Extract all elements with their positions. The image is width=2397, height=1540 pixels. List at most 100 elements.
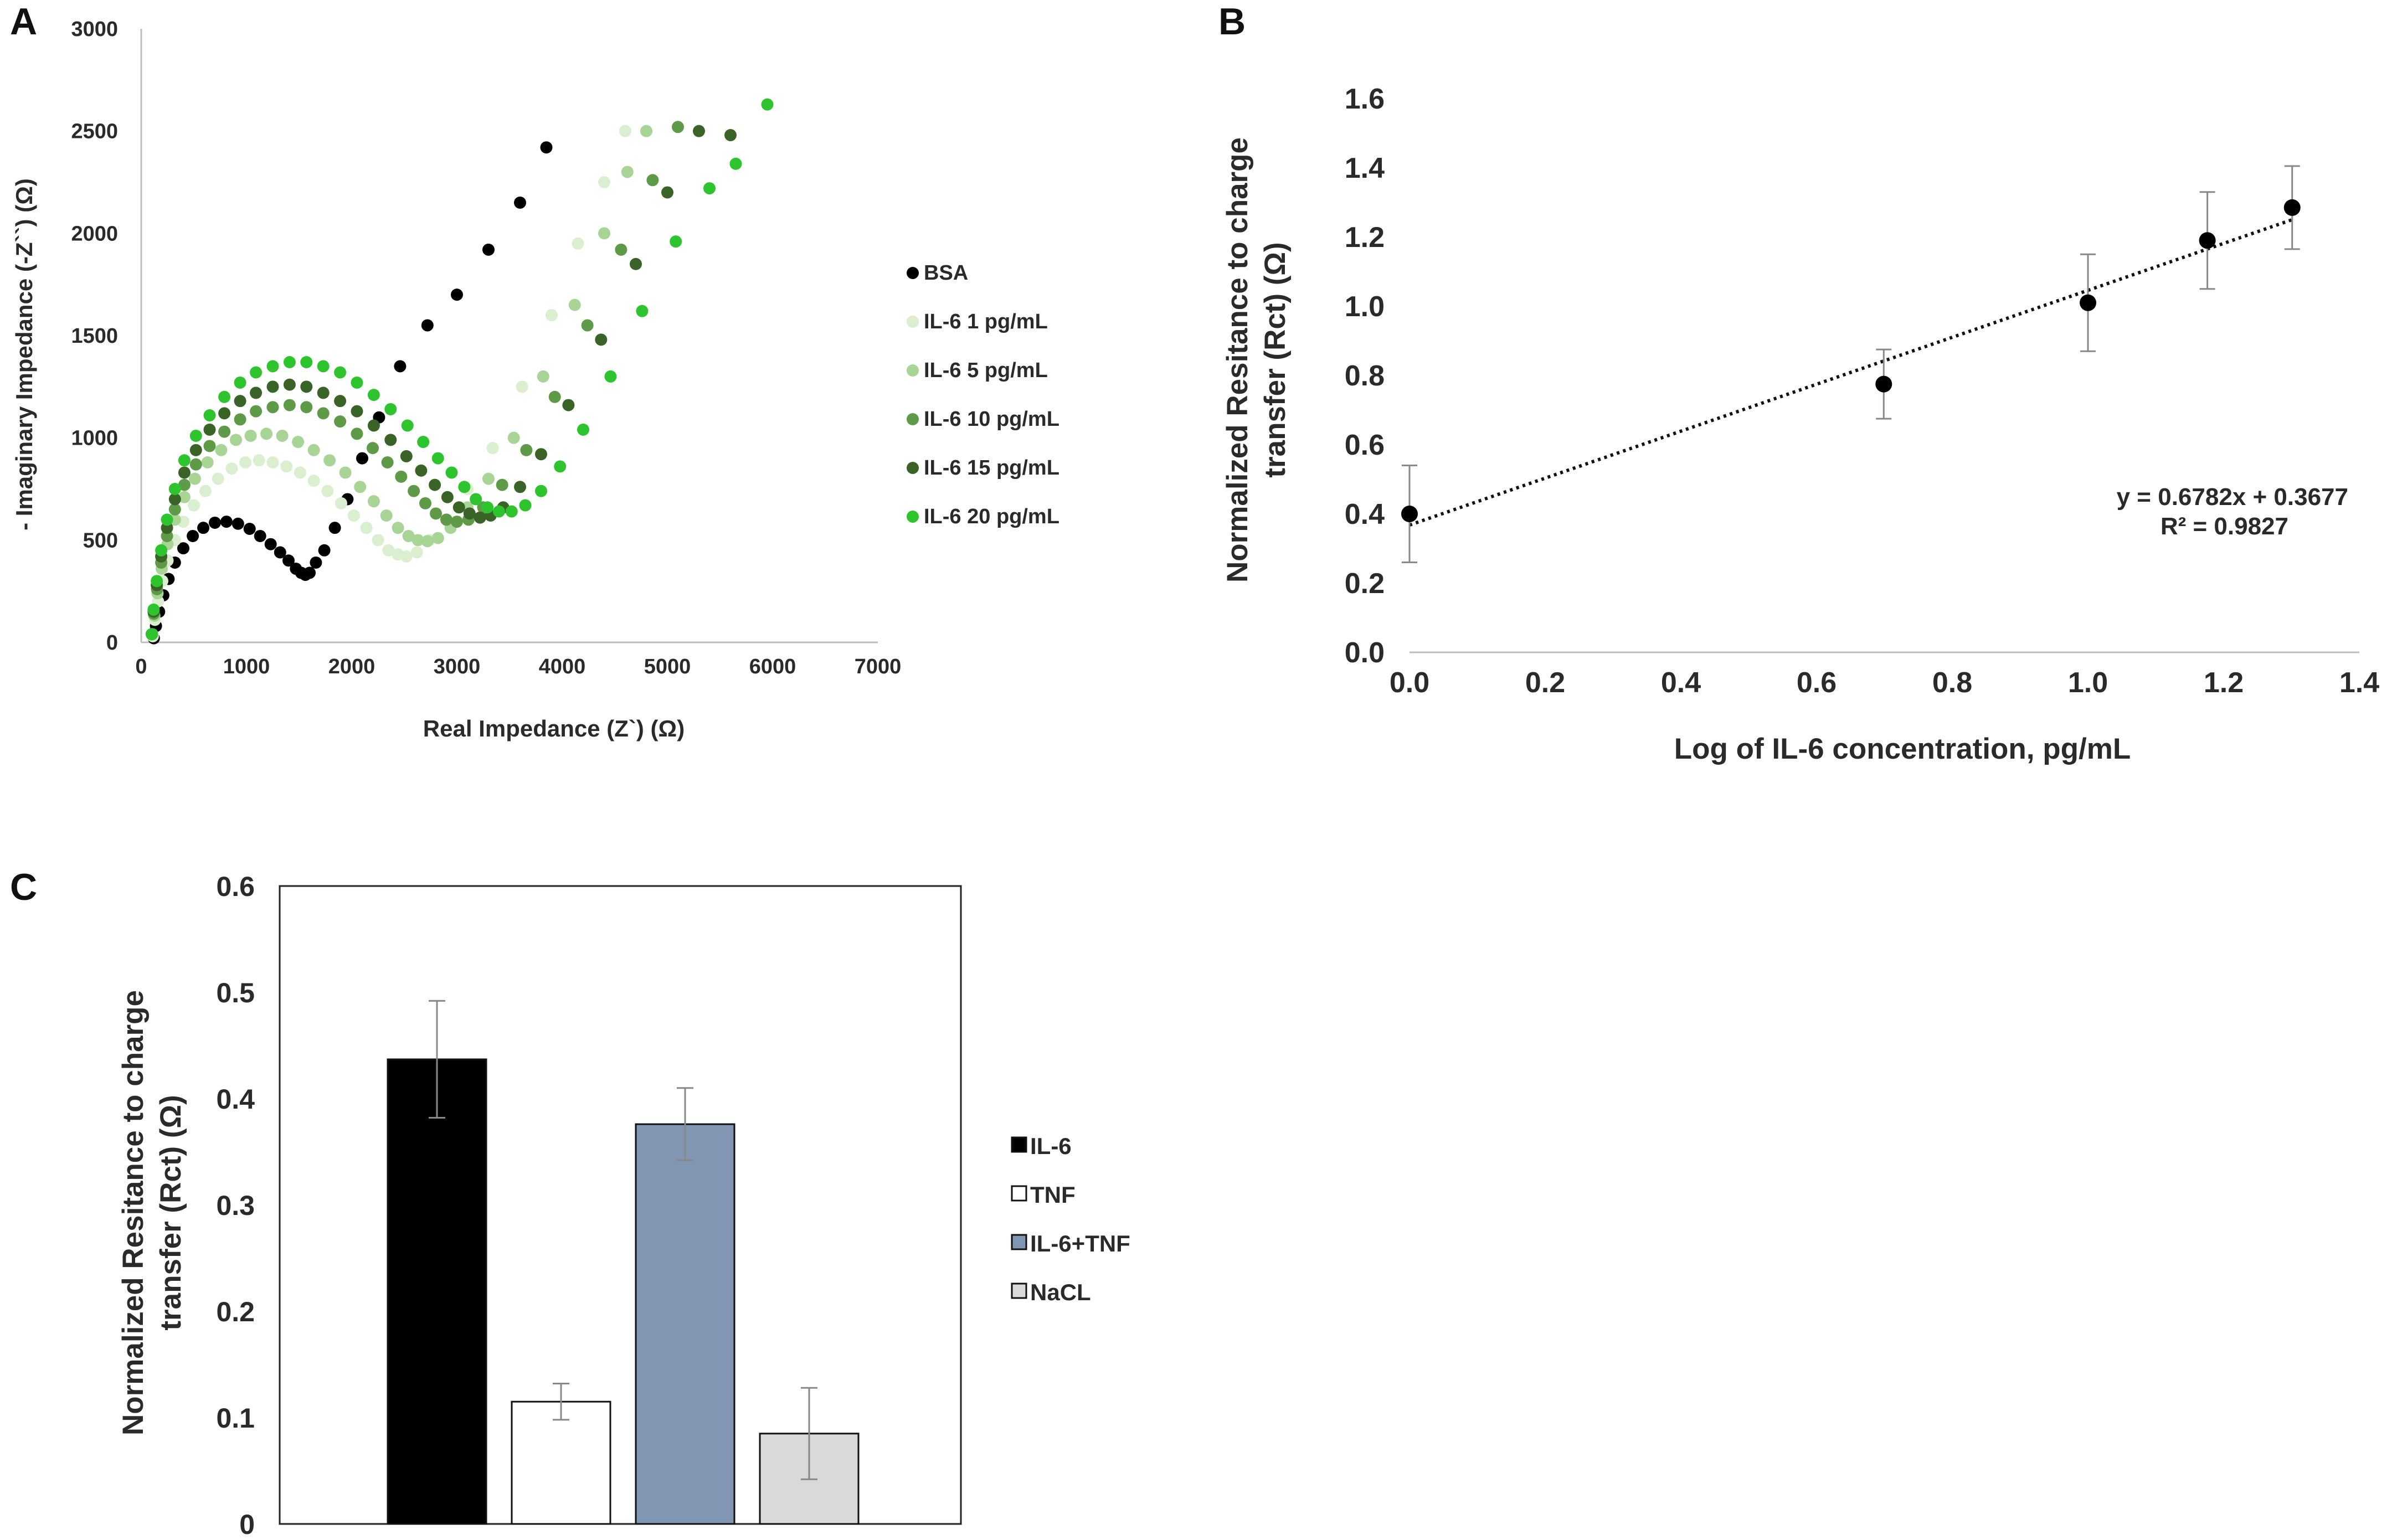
chart-a-point-s5-15 [317, 360, 330, 373]
chart-a-point-s0-10 [220, 516, 233, 528]
chart-a-y-tick-6: 3000 [71, 18, 118, 41]
chart-a-point-s3-12 [266, 401, 279, 414]
chart-a-legend-marker-0 [907, 267, 919, 279]
chart-a-point-s4-17 [351, 405, 363, 418]
chart-a-point-s4-20 [400, 450, 413, 462]
chart-a-point-s5-3 [155, 544, 168, 557]
chart-a-point-s3-6 [178, 478, 191, 491]
chart-a-point-s3-18 [367, 442, 379, 455]
chart-a-point-s0-20 [304, 566, 316, 579]
chart-a-y-tick-3: 1500 [71, 325, 118, 348]
chart-a-point-s5-4 [161, 513, 173, 526]
chart-a-point-s2-25 [431, 532, 444, 544]
panel-label-b: B [1218, 1, 1246, 43]
chart-a-point-s5-13 [283, 356, 296, 369]
chart-a-point-s5-25 [470, 493, 482, 506]
chart-a-point-s5-1 [147, 603, 160, 616]
chart-a-point-s5-38 [761, 98, 774, 111]
chart-c-legend-swatch-2 [1011, 1234, 1027, 1250]
chart-a-point-s3-5 [168, 503, 181, 516]
chart-c-y-label-line-1: Normalized Resitance to charge [117, 990, 150, 1435]
chart-a-point-s3-20 [395, 470, 408, 483]
chart-a-point-s4-32 [595, 333, 608, 346]
chart-a-legend-label-2: IL-6 5 pg/mL [924, 359, 1048, 382]
chart-a-point-s5-16 [334, 366, 347, 379]
chart-a-point-s5-28 [505, 505, 518, 518]
chart-a-point-s5-5 [168, 483, 181, 495]
chart-a-point-s5-7 [189, 429, 202, 442]
chart-a-point-s3-34 [672, 121, 684, 133]
chart-a-point-s2-8 [201, 456, 214, 468]
chart-a-point-s1-19 [347, 509, 360, 522]
chart-a-point-s3-33 [646, 174, 659, 187]
chart-a-point-s0-23 [328, 522, 341, 534]
chart-a-point-s3-7 [189, 458, 202, 471]
chart-a-point-s5-27 [493, 505, 505, 518]
chart-b-point-4 [2283, 199, 2301, 216]
chart-a-point-s5-9 [218, 390, 231, 403]
chart-a-point-s4-15 [317, 387, 330, 399]
chart-a-point-s4-12 [266, 380, 279, 393]
chart-b-y-tick-6: 1.2 [1345, 222, 1385, 254]
chart-a-point-s0-7 [187, 529, 199, 542]
chart-a-point-s5-30 [535, 485, 547, 497]
chart-a-legend-label-1: IL-6 1 pg/mL [924, 310, 1048, 333]
chart-a-point-s4-19 [384, 434, 397, 446]
chart-a-point-s5-6 [178, 454, 191, 467]
chart-a-point-s3-29 [520, 444, 533, 456]
chart-b-x-tick-6: 1.2 [2204, 667, 2244, 699]
chart-a-point-s4-21 [415, 464, 428, 477]
chart-a-legend-marker-3 [907, 413, 919, 425]
chart-b-x-label: Log of IL-6 concentration, pg/mL [1674, 733, 2131, 765]
chart-a-point-s4-14 [300, 380, 313, 393]
chart-a-point-s5-24 [458, 481, 471, 493]
chart-b-y-tick-0: 0.0 [1345, 637, 1385, 669]
chart-a-point-s5-11 [250, 366, 263, 379]
chart-a-point-s3-23 [430, 507, 442, 520]
chart-a-point-s1-8 [199, 485, 212, 497]
chart-a-point-s3-9 [218, 425, 231, 438]
chart-a-point-s1-9 [212, 472, 224, 485]
chart-a-point-s2-34 [640, 125, 652, 137]
chart-a-point-s2-9 [215, 444, 228, 456]
chart-a-point-s3-32 [615, 243, 627, 256]
chart-a-point-s2-16 [323, 454, 336, 467]
chart-a-point-s3-10 [234, 413, 246, 426]
chart-a-point-s2-18 [354, 481, 367, 493]
chart-a-point-s2-24 [421, 535, 434, 548]
chart-b-point-3 [2199, 232, 2216, 249]
panel-label-a: A [10, 1, 37, 43]
chart-a-point-s4-16 [334, 395, 347, 408]
chart-c: 00.10.20.30.40.50.6 IL-6TNFIL-6+TNFNaCL … [117, 871, 1130, 1540]
chart-a-point-s4-22 [429, 478, 441, 491]
chart-a-x-tick-1: 1000 [223, 655, 270, 678]
chart-a-point-s5-20 [401, 419, 414, 432]
chart-a-point-s3-15 [317, 407, 330, 420]
chart-a-point-s5-19 [384, 403, 397, 415]
chart-b: 0.0 0.2 0.4 0.6 0.8 1.0 1.2 1.4 0.0 0.2 0.4 0.6 0.8 1… [1221, 83, 2379, 765]
chart-a-point-s1-15 [294, 466, 306, 479]
chart-c-y-tick-1: 0.1 [216, 1403, 255, 1434]
chart-a-point-s4-25 [463, 507, 476, 520]
chart-a-point-s4-7 [189, 444, 202, 456]
chart-a-point-s1-29 [486, 442, 499, 455]
chart-a-point-s5-37 [729, 157, 742, 170]
chart-a-point-s3-24 [440, 513, 452, 526]
chart-a-point-s2-29 [507, 431, 520, 444]
chart-a-point-s5-33 [604, 370, 617, 383]
chart-a-point-s0-16 [282, 554, 295, 567]
chart-b-x-tick-4: 0.8 [1932, 667, 1972, 699]
chart-a-point-s5-10 [234, 376, 246, 389]
chart-b-y-tick-8: 1.6 [1345, 83, 1385, 115]
chart-a-point-s2-7 [188, 472, 201, 485]
chart-c-y-tick-5: 0.5 [216, 977, 255, 1008]
chart-c-legend-label-2: IL-6+TNF [1030, 1230, 1130, 1256]
chart-b-y-tick-3: 0.6 [1345, 429, 1385, 461]
chart-a-y-label: - Imaginary Impedance (-Z``) (Ω) [11, 178, 37, 530]
chart-a-x-tick-3: 3000 [434, 655, 481, 678]
chart-a-legend-marker-1 [907, 316, 919, 328]
chart-a-point-s0-9 [209, 516, 221, 529]
chart-c-y-tick-4: 0.4 [216, 1084, 255, 1115]
chart-c-y-tick-0: 0 [239, 1509, 255, 1540]
